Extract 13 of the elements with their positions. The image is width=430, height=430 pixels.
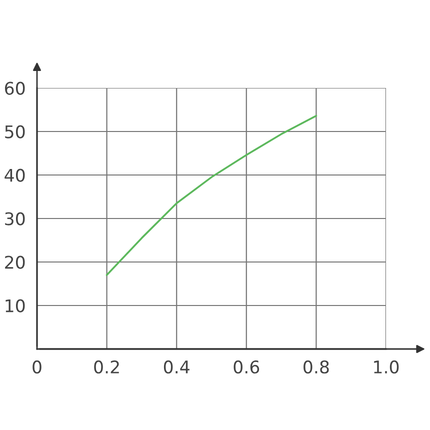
y-tick-label: 40 (4, 168, 25, 182)
x-tick-label: 0.4 (164, 360, 190, 374)
y-tick-label: 10 (6, 299, 25, 312)
x-tick-label: 0.2 (94, 360, 119, 374)
x-tick-label: 0 (32, 360, 42, 374)
x-tick-label: 0.6 (234, 360, 260, 374)
line-series (106, 114, 318, 276)
y-tick-label: 30 (5, 212, 25, 226)
y-tick-label: 20 (5, 256, 25, 269)
y-tick-label: 50 (5, 125, 25, 138)
y-tick-label: 60 (5, 82, 25, 95)
x-tick-label: 1.0 (374, 360, 399, 374)
x-tick-label: 0.8 (304, 360, 329, 374)
